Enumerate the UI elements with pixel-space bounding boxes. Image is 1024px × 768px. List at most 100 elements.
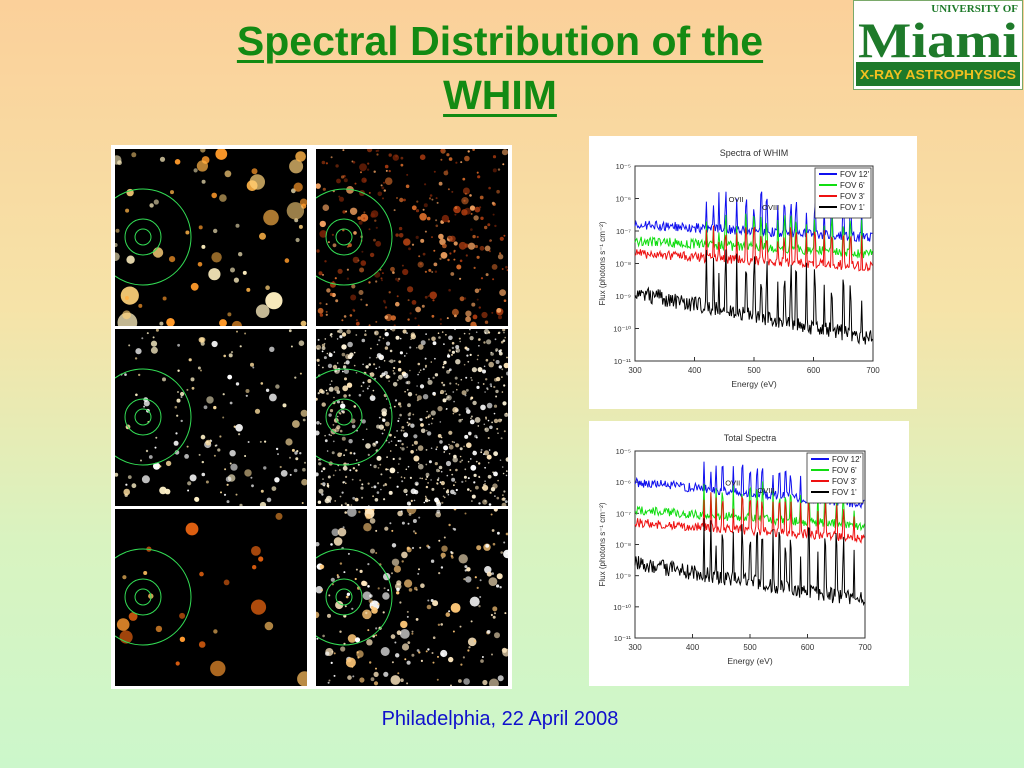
sky-source	[135, 393, 138, 397]
sky-source	[386, 456, 388, 458]
sky-source	[198, 453, 201, 456]
sky-source	[452, 412, 455, 415]
sky-source	[330, 335, 333, 338]
sky-source	[384, 329, 387, 331]
sky-source	[379, 374, 383, 378]
sky-source	[424, 183, 427, 186]
sky-source	[334, 427, 340, 433]
sky-source	[115, 472, 119, 477]
sky-source	[400, 510, 403, 513]
sky-source	[292, 420, 300, 428]
sky-source	[492, 168, 497, 173]
sky-source	[376, 153, 379, 156]
sky-source	[497, 531, 500, 535]
sky-source	[478, 605, 481, 608]
sky-source	[213, 405, 217, 410]
sky-source	[152, 336, 155, 339]
sky-source	[141, 475, 150, 484]
sky-source	[503, 362, 508, 369]
sky-source	[203, 405, 208, 410]
x-tick-label: 400	[686, 643, 700, 652]
sky-source	[381, 186, 385, 190]
sky-source	[333, 537, 343, 546]
sky-source	[441, 214, 450, 223]
sky-source	[492, 213, 495, 216]
sky-source	[325, 651, 330, 656]
sky-source	[480, 277, 484, 280]
sky-source	[502, 472, 505, 475]
sky-source	[367, 162, 370, 165]
fov-ring	[115, 548, 192, 646]
sky-source	[174, 159, 181, 165]
sky-source	[495, 395, 498, 398]
sky-map-panel	[115, 509, 307, 686]
sky-source	[398, 457, 402, 460]
sky-source	[341, 352, 346, 357]
sky-source	[419, 384, 425, 389]
sky-source	[367, 149, 373, 153]
sky-source	[320, 483, 323, 485]
sky-source	[485, 378, 488, 381]
sky-source	[414, 586, 418, 591]
sky-source	[235, 382, 240, 386]
sky-source	[197, 366, 201, 370]
sky-source	[400, 476, 403, 478]
sky-source	[451, 473, 454, 476]
sky-source	[406, 446, 408, 448]
sky-source	[502, 163, 505, 166]
sky-source	[425, 333, 427, 335]
sky-source	[458, 241, 467, 250]
sky-source	[206, 396, 214, 404]
sky-source	[404, 390, 406, 393]
sky-source	[431, 487, 435, 491]
sky-source	[505, 474, 508, 477]
sky-source	[289, 473, 292, 476]
sky-source	[449, 235, 456, 242]
sky-source	[355, 459, 358, 461]
sky-source	[498, 350, 501, 353]
sky-source	[316, 472, 319, 477]
sky-source	[134, 357, 138, 360]
sky-source	[453, 241, 458, 246]
sky-source	[351, 478, 354, 481]
sky-source	[465, 254, 468, 257]
sky-source	[391, 529, 394, 532]
sky-source	[345, 595, 349, 599]
sky-source	[469, 596, 480, 607]
sky-source	[223, 354, 226, 358]
sky-source	[238, 252, 243, 257]
sky-source	[356, 650, 364, 658]
sky-source	[384, 483, 387, 485]
sky-source	[415, 306, 421, 313]
sky-source	[441, 501, 444, 504]
sky-source	[223, 579, 230, 586]
sky-source	[131, 483, 137, 489]
sky-source	[497, 418, 502, 423]
sky-source	[333, 674, 336, 677]
sky-source	[325, 162, 328, 165]
sky-source	[335, 299, 339, 303]
sky-source	[470, 415, 473, 418]
sky-source	[472, 234, 476, 239]
sky-source	[480, 216, 484, 220]
sky-source	[483, 341, 486, 344]
sky-source	[385, 341, 391, 346]
sky-source	[170, 190, 174, 195]
sky-source	[397, 672, 400, 675]
sky-source	[480, 448, 483, 451]
sky-source	[364, 333, 367, 336]
sky-source	[384, 421, 390, 427]
sky-source	[445, 334, 447, 336]
sky-source	[316, 421, 320, 425]
sky-source	[355, 568, 358, 571]
sky-source	[383, 189, 386, 192]
sky-source	[467, 460, 470, 463]
sky-source	[425, 650, 428, 653]
sky-source	[125, 208, 130, 213]
sky-source	[389, 349, 393, 353]
sky-source	[466, 354, 469, 357]
sky-source	[479, 596, 482, 598]
sky-source	[318, 462, 322, 466]
sky-source	[219, 194, 227, 202]
sky-source	[275, 512, 283, 520]
